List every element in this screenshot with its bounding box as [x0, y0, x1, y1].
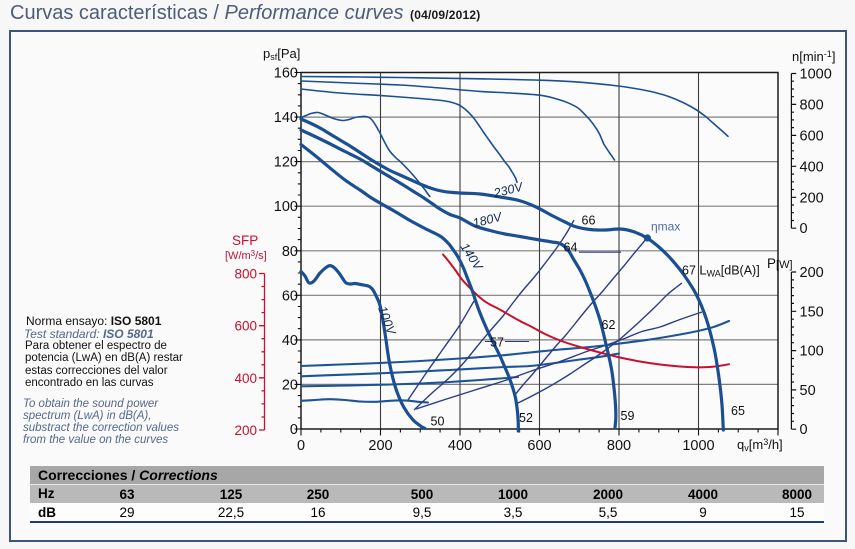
svg-text:120: 120 [274, 155, 298, 171]
svg-text:600: 600 [234, 319, 257, 334]
svg-text:52: 52 [519, 411, 533, 425]
svg-text:n[min-1]: n[min-1] [792, 49, 835, 64]
svg-text:80: 80 [282, 244, 298, 260]
svg-text:200: 200 [234, 423, 257, 438]
svg-text:P[W]: P[W] [767, 256, 793, 271]
svg-text:40: 40 [282, 333, 298, 349]
svg-text:50: 50 [800, 383, 816, 399]
svg-text:600: 600 [800, 128, 824, 144]
svg-text:psf[Pa]: psf[Pa] [263, 46, 300, 62]
svg-text:50: 50 [431, 415, 445, 429]
svg-text:0: 0 [290, 422, 298, 438]
svg-text:[W/m3/s]: [W/m3/s] [225, 249, 267, 262]
svg-text:1000: 1000 [800, 67, 832, 83]
svg-text:200: 200 [800, 265, 824, 281]
svg-text:140: 140 [274, 110, 298, 126]
svg-text:ηmax: ηmax [651, 220, 680, 234]
svg-text:65: 65 [731, 404, 745, 418]
svg-text:57: 57 [490, 336, 504, 350]
svg-text:66: 66 [582, 214, 596, 228]
svg-text:0: 0 [800, 422, 808, 438]
svg-text:150: 150 [800, 304, 824, 320]
svg-text:400: 400 [234, 371, 257, 386]
svg-text:100: 100 [274, 199, 298, 215]
svg-text:200: 200 [368, 438, 392, 454]
svg-text:200: 200 [800, 190, 824, 206]
svg-text:800: 800 [800, 97, 824, 113]
svg-text:62: 62 [602, 318, 616, 332]
svg-text:400: 400 [800, 159, 824, 175]
svg-text:64: 64 [564, 241, 578, 255]
svg-text:67 LWA[dB(A)]: 67 LWA[dB(A)] [682, 263, 760, 279]
svg-text:800: 800 [607, 438, 631, 454]
svg-text:400: 400 [448, 438, 472, 454]
svg-text:800: 800 [234, 267, 257, 282]
svg-text:1000: 1000 [682, 438, 714, 454]
svg-text:100: 100 [800, 344, 824, 360]
svg-text:600: 600 [527, 438, 551, 454]
svg-text:qv[m3/h]: qv[m3/h] [737, 437, 783, 453]
svg-text:160: 160 [274, 66, 298, 82]
svg-text:0: 0 [297, 438, 305, 454]
svg-text:59: 59 [621, 409, 635, 423]
svg-text:60: 60 [282, 288, 298, 304]
svg-text:SFP: SFP [232, 233, 258, 248]
svg-text:0: 0 [800, 221, 808, 237]
svg-text:20: 20 [282, 377, 298, 393]
